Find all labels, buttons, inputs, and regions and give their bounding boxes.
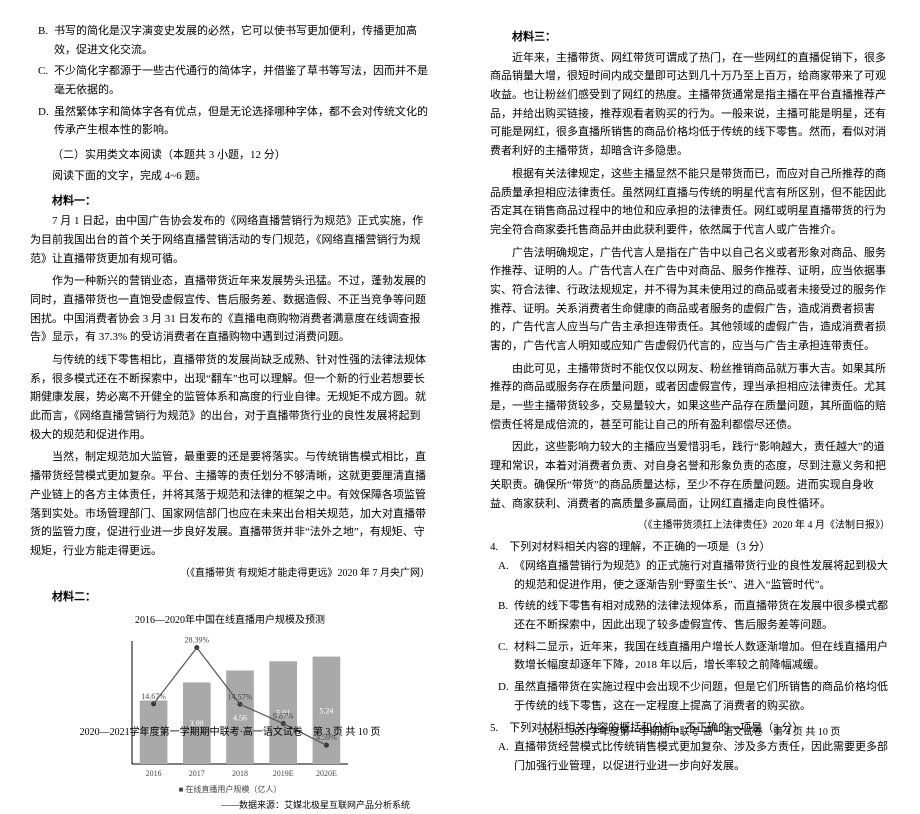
m1-p2: 作为一种新兴的营销业态，直播带货近年来发展势头迅猛。不过，蓬勃发展的同时，直播带… — [30, 272, 430, 347]
q4-opt-b: B. 传统的线下零售有相对成熟的法律法规体系，而直播带货在发展中很多模式都还在不… — [490, 597, 890, 634]
opt-b-text: 书写的简化是汉字演变史发展的必然，它可以使书写更加便利，传播更加高效，促进文化交… — [54, 22, 430, 59]
page-right: 材料三： 近年来，主播带货、网红带货可谓成了热门，在一些网红的直播促销下，很多商… — [460, 0, 920, 755]
m3-p5: 因此，这些影响力较大的主播应当爱惜羽毛，践行“影响越大，责任越大”的道理和常识，… — [490, 438, 890, 513]
material2-title: 材料二： — [30, 588, 430, 607]
q4-opt-c: C. 材料二显示，近年来，我国在线直播用户增长人数逐渐增加。但在线直播用户数增长… — [490, 638, 890, 675]
q4-a-label: A. — [490, 557, 514, 594]
m1-p1: 7 月 1 日起，由中国广告协会发布的《网络直播营销行为规范》正式实施，作为目前… — [30, 212, 430, 268]
q4-c-label: C. — [490, 638, 514, 675]
m1-p3: 与传统的线下零售相比，直播带货的发展尚缺乏成熟、针对性强的法律法规体系，很多模式… — [30, 351, 430, 444]
q4-c-text: 材料二显示，近年来，我国在线直播用户增长人数逐渐增加。但在线直播用户数增长幅度却… — [514, 638, 890, 675]
svg-text:9.87%: 9.87% — [273, 712, 294, 721]
chart-svg: 3.1020163.9820174.5620185.012019E5.24202… — [100, 631, 360, 796]
q4-b-label: B. — [490, 597, 514, 634]
q5-opt-a: A. 直播带货经营模式比传统销售模式更加复杂、涉及多方责任，因此需要更多部门加强… — [490, 738, 890, 775]
opt-b: B. 书写的简化是汉字演变史发展的必然，它可以使书写更加便利，传播更加高效，促进… — [30, 22, 430, 59]
q4-opt-d: D. 虽然直播带货在实施过程中会出现不少问题，但是它们所销售的商品价格均低于传统… — [490, 678, 890, 715]
svg-text:2020E: 2020E — [316, 769, 337, 778]
q4-a-text: 《网络直播营销行为规范》的正式施行对直播带货行业的良性发展将起到极大的规范和促进… — [514, 557, 890, 594]
pages: B. 书写的简化是汉字演变史发展的必然，它可以使书写更加便利，传播更加高效，促进… — [0, 0, 920, 755]
m3-p1: 近年来，主播带货、网红带货可谓成了热门，在一些网红的直播促销下，很多商品销量大增… — [490, 49, 890, 161]
section-head: （二）实用类文本阅读（本题共 3 小题，12 分） — [30, 146, 430, 165]
m3-p2: 根据有关法律规定，这些主播显然不能只是带货而已，而应对自己所推荐的商品质量承担相… — [490, 165, 890, 240]
svg-text:2016: 2016 — [146, 769, 162, 778]
q4-opt-a: A. 《网络直播营销行为规范》的正式施行对直播带货行业的良性发展将起到极大的规范… — [490, 557, 890, 594]
section-sub: 阅读下面的文字，完成 4~6 题。 — [30, 167, 430, 186]
svg-text:28.39%: 28.39% — [184, 636, 209, 645]
page-footer-right: 2020—2021学年度第一学期期中联考·高一语文试卷 第 4 页 共 10 页 — [460, 724, 920, 741]
material1-title: 材料一： — [30, 192, 430, 211]
opt-c: C. 不少简化字都源于一些古代通行的简体字，并借鉴了草书等写法，因而并不是毫无依… — [30, 62, 430, 99]
m3-p4: 由此可见，主播带货时不能仅仅以网友、粉丝推销商品就万事大吉。如果其所推荐的商品或… — [490, 360, 890, 435]
q4-b-text: 传统的线下零售有相对成熟的法律法规体系，而直播带货在发展中很多模式都还在不断探索… — [514, 597, 890, 634]
chart-source: ——数据来源：艾媒北极星互联网产品分析系统 — [30, 798, 430, 813]
svg-text:2018: 2018 — [232, 769, 248, 778]
m3-source: （《主播带货须扛上法律责任》2020 年 4 月《法制日报》） — [490, 517, 890, 534]
svg-text:■ 在线直播用户规模（亿人）: ■ 在线直播用户规模（亿人） — [179, 784, 282, 794]
opt-d: D. 虽然繁体字和简体字各有优点，但是无论选择哪种字体，都不会对传统文化的传承产… — [30, 103, 430, 140]
opt-c-text: 不少简化字都源于一些古代通行的简体字，并借鉴了草书等写法，因而并不是毫无依据的。 — [54, 62, 430, 99]
m3-p3: 广告法明确规定，广告代言人是指在广告中以自己名义或者形象对商品、服务作推荐、证明… — [490, 244, 890, 356]
q4-d-label: D. — [490, 678, 514, 715]
opt-c-label: C. — [30, 62, 54, 99]
chart-container: 2016—2020年中国在线直播用户规模及预测 3.1020163.982017… — [30, 612, 430, 796]
m1-source: （《直播带货 有规矩才能走得更远》2020 年 7 月央广网） — [30, 565, 430, 582]
opt-b-label: B. — [30, 22, 54, 59]
svg-text:5.24: 5.24 — [319, 707, 333, 716]
q4-d-text: 虽然直播带货在实施过程中会出现不少问题，但是它们所销售的商品价格均低于传统的线下… — [514, 678, 890, 715]
q5-a-text: 直播带货经营模式比传统销售模式更加复杂、涉及多方责任，因此需要更多部门加强行业管… — [514, 738, 890, 775]
q4-stem: 4. 下列对材料相关内容的理解，不正确的一项是（3 分） — [490, 538, 890, 557]
opt-d-label: D. — [30, 103, 54, 140]
m1-p4: 当然，制定规范加大监管，最重要的还是要将落实。与传统销售模式相比，直播带货经营模… — [30, 448, 430, 560]
svg-text:4.56: 4.56 — [233, 714, 247, 723]
svg-text:2019E: 2019E — [273, 769, 294, 778]
material3-title: 材料三： — [490, 28, 890, 47]
chart-title: 2016—2020年中国在线直播用户规模及预测 — [30, 612, 430, 629]
opt-d-text: 虽然繁体字和简体字各有优点，但是无论选择哪种字体，都不会对传统文化的传承产生根本… — [54, 103, 430, 140]
page-footer-left: 2020—2021学年度第一学期期中联考·高一语文试卷 第 3 页 共 10 页 — [0, 724, 460, 741]
q5-a-label: A. — [490, 738, 514, 775]
page-left: B. 书写的简化是汉字演变史发展的必然，它可以使书写更加便利，传播更加高效，促进… — [0, 0, 460, 755]
svg-text:2017: 2017 — [189, 769, 205, 778]
